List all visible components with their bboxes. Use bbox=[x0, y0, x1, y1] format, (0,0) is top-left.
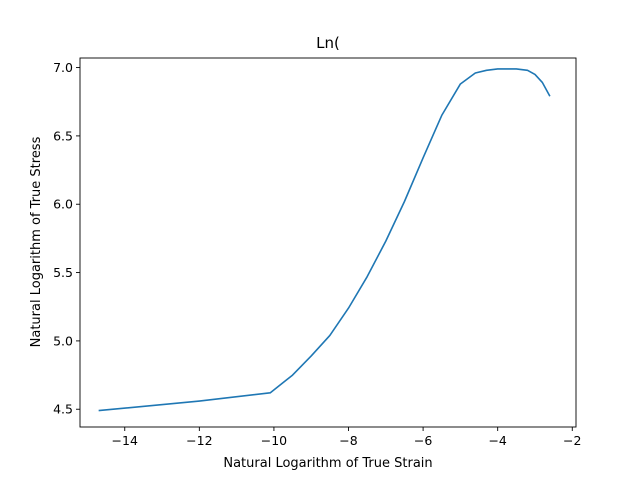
x-tick-label: −12 bbox=[186, 433, 212, 448]
y-tick-label: 5.5 bbox=[53, 265, 73, 280]
y-tick-label: 4.5 bbox=[53, 402, 73, 417]
series-layer bbox=[98, 68, 551, 412]
x-tick-label: −14 bbox=[112, 433, 138, 448]
x-tick-label: −6 bbox=[414, 433, 432, 448]
x-tick-label: −8 bbox=[339, 433, 357, 448]
chart-title: Ln( bbox=[316, 34, 340, 52]
y-tick-label: 6.5 bbox=[53, 128, 73, 143]
x-axis-label: Natural Logarithm of True Strain bbox=[223, 456, 432, 471]
x-tick-label: −10 bbox=[261, 433, 287, 448]
y-tick-label: 6.0 bbox=[53, 197, 73, 212]
y-axis-label: Natural Logarithm of True Stress bbox=[29, 136, 44, 347]
x-tick-label: −2 bbox=[563, 433, 581, 448]
plot-frame bbox=[79, 57, 577, 428]
x-tick-label: −4 bbox=[488, 433, 506, 448]
tick-layer: −14 −12 −10 −8 −6 −4 −2 4.5 5.0 5.5 6.0 6.5 7.0 bbox=[53, 60, 581, 448]
series-line bbox=[98, 68, 551, 412]
y-tick-label: 7.0 bbox=[53, 60, 73, 75]
y-tick-label: 5.0 bbox=[53, 333, 73, 348]
